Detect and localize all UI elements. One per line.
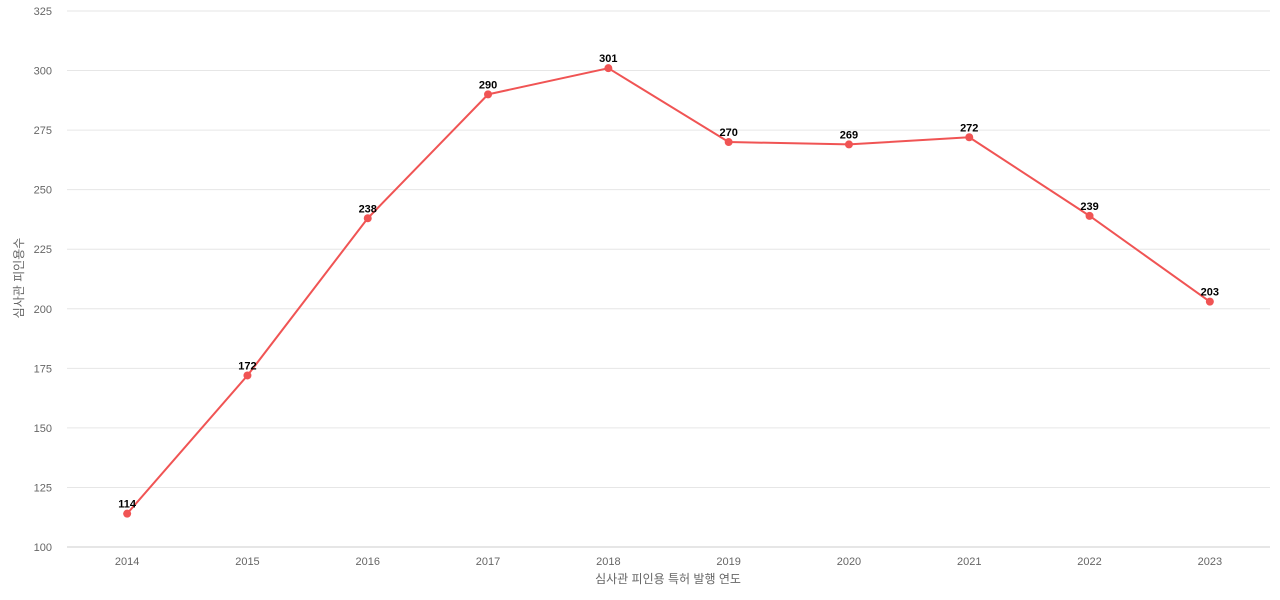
y-tick-label: 100 bbox=[34, 542, 52, 554]
data-point-marker[interactable] bbox=[1205, 297, 1214, 306]
data-label: 301 bbox=[599, 53, 617, 65]
y-tick-label: 325 bbox=[34, 6, 52, 18]
series bbox=[123, 64, 1214, 518]
y-tick-label: 225 bbox=[34, 244, 52, 256]
gridlines bbox=[67, 10, 1270, 488]
data-label: 290 bbox=[479, 79, 497, 91]
x-axis-title: 심사관 피인용 특허 발행 연도 bbox=[595, 571, 741, 586]
data-point-marker[interactable] bbox=[965, 133, 974, 142]
data-label: 270 bbox=[719, 127, 737, 139]
x-tick-label: 2020 bbox=[837, 556, 861, 568]
data-point-marker[interactable] bbox=[1085, 211, 1094, 220]
data-point-marker[interactable] bbox=[604, 64, 613, 73]
x-tick-label: 2016 bbox=[356, 556, 380, 568]
x-tick-label: 2019 bbox=[716, 556, 740, 568]
x-tick-label: 2014 bbox=[115, 556, 139, 568]
x-tick-label: 2015 bbox=[235, 556, 259, 568]
data-point-marker[interactable] bbox=[243, 371, 252, 380]
data-labels: 114 172 238 290 301 270 269 272 239 203 bbox=[118, 53, 1219, 510]
axes: 100 125 150 175 200 225 250 275 300 325 2014 2015 20… bbox=[34, 6, 1270, 568]
data-label: 269 bbox=[840, 129, 858, 141]
y-tick-label: 175 bbox=[34, 363, 52, 375]
y-tick-label: 250 bbox=[34, 185, 52, 197]
data-label: 272 bbox=[960, 122, 978, 134]
data-label: 114 bbox=[118, 499, 137, 511]
x-tick-label: 2022 bbox=[1077, 556, 1101, 568]
data-point-marker[interactable] bbox=[724, 138, 733, 147]
series-line bbox=[126, 67, 1211, 515]
y-tick-label: 300 bbox=[34, 66, 52, 78]
y-tick-label: 125 bbox=[34, 482, 52, 494]
x-tick-label: 2023 bbox=[1198, 556, 1222, 568]
data-point-marker[interactable] bbox=[844, 140, 853, 149]
y-tick-label: 275 bbox=[34, 125, 52, 137]
data-point-marker[interactable] bbox=[123, 509, 132, 518]
data-label: 172 bbox=[238, 360, 256, 372]
data-label: 238 bbox=[359, 203, 377, 215]
y-tick-label: 150 bbox=[34, 423, 52, 435]
x-tick-label: 2017 bbox=[476, 556, 500, 568]
data-label: 239 bbox=[1080, 201, 1098, 213]
data-point-marker[interactable] bbox=[484, 90, 493, 99]
x-tick-label: 2018 bbox=[596, 556, 620, 568]
y-tick-label: 200 bbox=[34, 304, 52, 316]
data-label: 203 bbox=[1201, 287, 1219, 299]
y-axis-title: 심사관 피인용수 bbox=[12, 238, 26, 319]
x-tick-label: 2021 bbox=[957, 556, 981, 568]
data-point-marker[interactable] bbox=[363, 214, 372, 223]
